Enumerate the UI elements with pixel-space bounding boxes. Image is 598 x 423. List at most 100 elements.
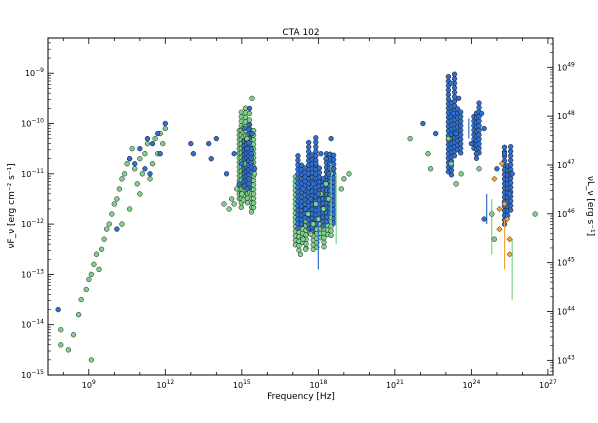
- data-point-green: [458, 171, 464, 177]
- x-axis-label: Frequency [Hz]: [267, 392, 335, 402]
- data-point-blue: [481, 216, 487, 222]
- data-point-blue: [320, 176, 327, 182]
- band-marker: [508, 153, 514, 159]
- data-point-orange: [501, 200, 508, 208]
- band-marker: [508, 166, 514, 173]
- x-tick-label: 1018: [309, 379, 327, 390]
- x-axis: 109 1012 1015 1018 1021 1024 1027: [62, 38, 557, 390]
- data-point-blue: [231, 151, 237, 157]
- data-point-green: [91, 261, 97, 267]
- band-marker: [501, 144, 508, 150]
- data-point-green: [445, 135, 452, 142]
- data-point-green: [104, 226, 110, 232]
- band-marker: [248, 146, 254, 152]
- data-point-blue: [142, 166, 148, 172]
- data-point-green: [86, 276, 92, 283]
- data-point-blue: [300, 186, 306, 192]
- band-marker: [316, 169, 323, 176]
- band-marker: [458, 114, 464, 120]
- error-bars: [317, 118, 513, 300]
- band-marker: [476, 132, 482, 138]
- data-point-orange: [506, 251, 513, 258]
- band-marker: [250, 182, 257, 188]
- band-marker: [331, 179, 337, 186]
- data-point-green: [228, 196, 235, 202]
- band-marker: [250, 200, 257, 206]
- band-marker: [313, 153, 319, 159]
- data-point-green: [83, 286, 89, 293]
- band-marker: [303, 241, 309, 247]
- data-point-blue: [208, 156, 214, 162]
- data-point-blue: [239, 161, 245, 167]
- band-marker: [508, 180, 514, 186]
- data-point-blue: [509, 171, 515, 177]
- band-marker: [320, 223, 326, 229]
- data-point-orange: [496, 205, 503, 213]
- data-point-green: [132, 166, 138, 172]
- data-point-green: [58, 327, 64, 333]
- data-point-green: [297, 251, 304, 257]
- data-point-orange: [498, 160, 506, 167]
- data-point-blue: [241, 125, 248, 132]
- band-marker: [445, 87, 452, 93]
- data-point-green: [88, 271, 95, 278]
- band-marker: [295, 225, 301, 231]
- data-point-orange: [491, 175, 498, 182]
- data-point-green: [453, 181, 459, 187]
- plot-frame: [47, 37, 554, 376]
- data-point-blue: [302, 206, 309, 212]
- data-point-blue: [420, 120, 426, 127]
- band-marker: [508, 198, 514, 204]
- band-marker: [476, 136, 482, 142]
- band-marker: [250, 191, 257, 197]
- data-point-blue: [433, 130, 439, 137]
- data-point-blue: [137, 146, 143, 152]
- data-point-green: [346, 171, 352, 177]
- data-point-green: [137, 191, 143, 197]
- band-marker: [473, 155, 480, 161]
- data-point-green: [124, 161, 130, 167]
- data-point-blue: [328, 135, 334, 142]
- data-point-green: [407, 135, 413, 142]
- data-point-green: [75, 311, 82, 318]
- data-point-green: [310, 221, 316, 227]
- band-marker: [313, 148, 319, 155]
- data-point-blue: [468, 140, 475, 147]
- band-marker: [458, 141, 464, 147]
- data-point-green: [137, 156, 143, 162]
- y2-tick-label: 1047: [557, 159, 575, 170]
- data-point-blue: [506, 191, 513, 197]
- data-point-blue: [323, 156, 329, 162]
- data-point-green: [313, 201, 319, 207]
- data-point-green: [476, 166, 482, 172]
- band-marker: [331, 202, 337, 208]
- band-marker: [508, 148, 514, 154]
- data-points: [55, 80, 538, 363]
- data-point-blue: [325, 171, 332, 177]
- data-point-green: [78, 296, 84, 303]
- band-marker: [248, 160, 254, 166]
- band-marker: [323, 219, 330, 225]
- chart-title: CTA 102: [282, 28, 319, 38]
- x-tick-label: 1024: [462, 379, 480, 390]
- data-point-blue: [249, 130, 255, 137]
- data-point-green: [160, 140, 166, 147]
- band-marker: [445, 73, 452, 80]
- band-marker: [246, 126, 252, 132]
- y-tick-label: 10−12: [21, 218, 44, 229]
- band-marker: [476, 141, 482, 147]
- data-point-green: [323, 181, 329, 187]
- data-point-green: [315, 216, 322, 222]
- band-marker: [250, 141, 257, 147]
- band-marker: [458, 150, 464, 156]
- data-point-green: [234, 186, 240, 192]
- band-marker: [250, 186, 257, 193]
- band-marker: [246, 176, 252, 182]
- band-marker: [458, 132, 464, 138]
- y-tick-label: 10−15: [21, 369, 44, 380]
- data-point-green: [425, 151, 431, 157]
- band-marker: [451, 153, 458, 159]
- data-point-green: [489, 211, 495, 217]
- data-point-green: [491, 236, 497, 242]
- band-marker: [246, 180, 252, 187]
